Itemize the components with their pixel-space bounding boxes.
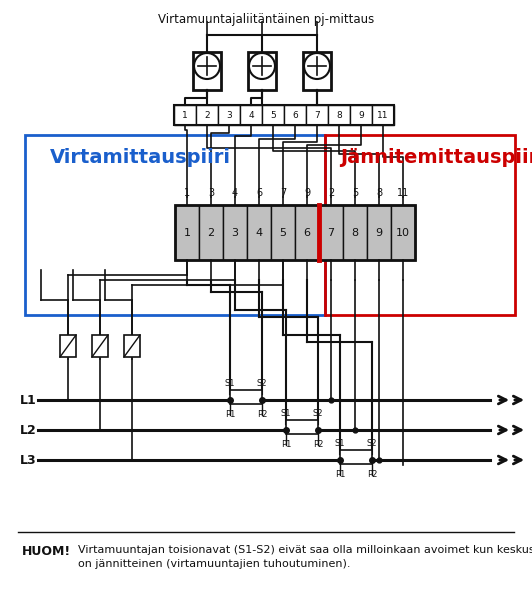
- Text: S1: S1: [225, 379, 235, 388]
- Text: 9: 9: [376, 228, 383, 237]
- Text: 5: 5: [279, 228, 287, 237]
- Bar: [303, 52, 331, 90]
- Text: 1: 1: [182, 110, 188, 119]
- Text: 4: 4: [232, 188, 238, 198]
- Text: 8: 8: [352, 228, 359, 237]
- Bar: [124, 335, 140, 357]
- Text: 4: 4: [255, 228, 263, 237]
- Text: 3: 3: [226, 110, 232, 119]
- Bar: [325, 135, 515, 315]
- Bar: [193, 52, 221, 90]
- Text: Virtamittauspiiri: Virtamittauspiiri: [50, 148, 231, 167]
- Text: P1: P1: [225, 410, 235, 419]
- Text: S1: S1: [281, 409, 291, 418]
- Bar: [248, 52, 276, 90]
- Bar: [271, 205, 295, 260]
- Text: Virtamuuntajaliitäntäinen pj-mittaus: Virtamuuntajaliitäntäinen pj-mittaus: [158, 13, 374, 26]
- Bar: [196, 105, 218, 125]
- Text: P2: P2: [367, 470, 377, 479]
- Bar: [174, 105, 394, 125]
- Bar: [343, 205, 367, 260]
- Text: P2: P2: [313, 440, 323, 449]
- Text: 6: 6: [256, 188, 262, 198]
- Text: P1: P1: [335, 470, 345, 479]
- Text: 1: 1: [184, 188, 190, 198]
- Text: P1: P1: [281, 440, 291, 449]
- Text: 10: 10: [396, 228, 410, 237]
- Text: 2: 2: [204, 110, 210, 119]
- Bar: [350, 105, 372, 125]
- Text: L1: L1: [20, 394, 37, 407]
- Text: 2: 2: [207, 228, 214, 237]
- Text: 8: 8: [376, 188, 382, 198]
- Text: 5: 5: [352, 188, 358, 198]
- Bar: [60, 335, 76, 357]
- Text: S2: S2: [257, 379, 267, 388]
- Bar: [319, 205, 343, 260]
- Bar: [240, 105, 262, 125]
- Bar: [391, 205, 415, 260]
- Text: 6: 6: [292, 110, 298, 119]
- Bar: [175, 205, 415, 260]
- Text: S2: S2: [367, 439, 377, 448]
- Bar: [340, 450, 372, 464]
- Text: on jännitteinen (virtamuuntajien tuhoutuminen).: on jännitteinen (virtamuuntajien tuhoutu…: [78, 559, 351, 569]
- Text: 7: 7: [314, 110, 320, 119]
- Bar: [174, 105, 196, 125]
- Text: 2: 2: [328, 188, 334, 198]
- Bar: [367, 205, 391, 260]
- Text: 8: 8: [336, 110, 342, 119]
- Bar: [175, 205, 199, 260]
- Bar: [247, 205, 271, 260]
- Bar: [306, 105, 328, 125]
- Bar: [328, 105, 350, 125]
- Text: 9: 9: [358, 110, 364, 119]
- Bar: [218, 105, 240, 125]
- Text: 9: 9: [304, 188, 310, 198]
- Bar: [284, 105, 306, 125]
- Text: 3: 3: [208, 188, 214, 198]
- Text: L3: L3: [20, 453, 37, 467]
- Text: S2: S2: [313, 409, 323, 418]
- Text: Virtamuuntajan toisionavat (S1-S2) eivät saa olla milloinkaan avoimet kun keskus: Virtamuuntajan toisionavat (S1-S2) eivät…: [78, 545, 532, 555]
- Text: L2: L2: [20, 423, 37, 437]
- Bar: [199, 205, 223, 260]
- Bar: [372, 105, 394, 125]
- Text: P2: P2: [257, 410, 267, 419]
- Text: 6: 6: [303, 228, 311, 237]
- Text: HUOM!: HUOM!: [22, 545, 71, 558]
- Text: Jännitemittauspiiri: Jännitemittauspiiri: [340, 148, 532, 167]
- Bar: [230, 390, 262, 404]
- Text: 7: 7: [327, 228, 335, 237]
- Bar: [92, 335, 108, 357]
- Bar: [286, 420, 318, 434]
- Text: 11: 11: [397, 188, 409, 198]
- Bar: [25, 135, 325, 315]
- Text: S1: S1: [335, 439, 345, 448]
- Text: 11: 11: [377, 110, 389, 119]
- Bar: [262, 105, 284, 125]
- Text: 1: 1: [184, 228, 190, 237]
- Text: 3: 3: [231, 228, 238, 237]
- Bar: [295, 205, 319, 260]
- Text: 5: 5: [270, 110, 276, 119]
- Text: 4: 4: [248, 110, 254, 119]
- Bar: [223, 205, 247, 260]
- Text: 7: 7: [280, 188, 286, 198]
